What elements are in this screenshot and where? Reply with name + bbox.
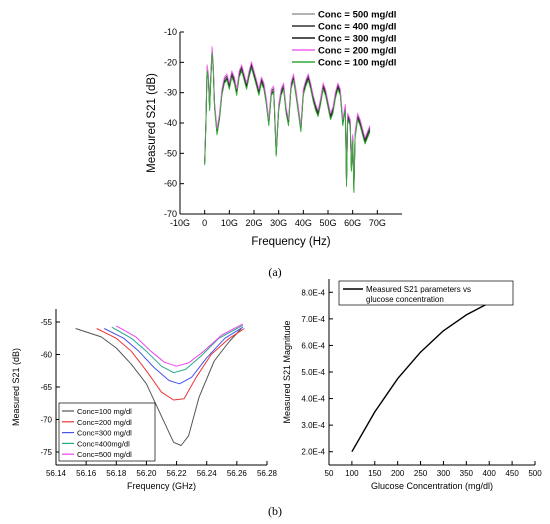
series-line-1 (351, 292, 513, 453)
legend-label-4: Conc = 200 mg/dl (318, 46, 396, 57)
y-tick-label: -50 (164, 148, 177, 158)
y-tick-label: -55 (40, 318, 52, 327)
series-line-3 (103, 326, 244, 385)
series-line-5 (204, 52, 371, 193)
x-tick-label: 20G (245, 218, 262, 228)
caption-a: (a) (268, 265, 281, 279)
y-tick-label: -70 (40, 416, 52, 425)
x-tick-label: 60G (344, 218, 361, 228)
x-tick-label: 56.14 (46, 469, 67, 478)
series-line-5 (116, 323, 244, 367)
x-tick-label: 250 (414, 469, 428, 478)
y-tick-label: 3.0E-4 (301, 421, 325, 430)
x-tick-label: 56.28 (257, 469, 278, 478)
legend-label-2: Conc=200 mg/dl (77, 418, 132, 427)
chart-b-left: -55 -60 -65 -70 -75 56.14 56.16 56.18 56.20 56.22… (11, 309, 278, 491)
y-tick-label: -10 (164, 27, 177, 37)
x-tick-label: 30G (270, 218, 287, 228)
y-axis-label: Measured S21 Magnitude (282, 320, 292, 423)
y-tick-label: 6.0E-4 (301, 341, 325, 350)
legend-label-3: Conc = 300 mg/dl (318, 34, 396, 45)
x-tick-label: 0 (202, 218, 207, 228)
x-tick-label: 56.16 (76, 469, 97, 478)
legend-label-line-2: glucose concentration (366, 295, 444, 304)
x-tick-label: -10G (170, 218, 190, 228)
chart-a: -10 -20 -30 -40 -50 -60 -70-10G 0 10G 20G 30G 40G 50… (146, 10, 402, 248)
x-tick-label: 300 (437, 469, 451, 478)
x-tick-label: 450 (505, 469, 519, 478)
x-tick-label: 50 (325, 469, 334, 478)
y-tick-label: -75 (40, 448, 52, 457)
x-axis-label: Frequency (GHz) (127, 481, 196, 491)
x-tick-label: 70G (369, 218, 386, 228)
legend-label-5: Conc = 100 mg/dl (318, 58, 396, 69)
x-tick-label: 500 (528, 469, 542, 478)
series-line-2 (96, 328, 245, 401)
x-tick-label: 350 (460, 469, 474, 478)
y-tick-label: 7.0E-4 (301, 315, 325, 324)
legend-label-line-1: Measured S21 parameters vs (366, 285, 471, 294)
x-tick-label: 150 (368, 469, 382, 478)
y-tick-label: 4.0E-4 (301, 395, 325, 404)
y-tick-label: -30 (164, 88, 177, 98)
legend-label-2: Conc = 400 mg/dl (318, 22, 396, 33)
x-axis-label: Glucose Concentration (mg/dl) (371, 481, 493, 491)
legend-label-1: Conc=100 mg/dl (77, 407, 132, 416)
x-tick-label: 400 (483, 469, 497, 478)
y-axis-label: Measured S21 (dB) (146, 73, 158, 173)
series-line-4 (111, 324, 244, 374)
x-tick-label: 56.22 (167, 469, 188, 478)
x-tick-label: 56.18 (106, 469, 127, 478)
y-tick-label: -65 (40, 383, 52, 392)
caption-b: (b) (268, 504, 282, 518)
y-tick-label: 8.0E-4 (301, 288, 325, 297)
legend-label-1: Conc = 500 mg/dl (318, 10, 396, 21)
x-tick-label: 56.20 (136, 469, 157, 478)
x-tick-label: 56.24 (197, 469, 218, 478)
y-tick-label: -60 (164, 179, 177, 189)
x-tick-label: 100 (345, 469, 359, 478)
legend-box (338, 280, 514, 306)
y-tick-label: -70 (164, 209, 177, 219)
y-tick-label: -60 (40, 351, 52, 360)
x-tick-label: 40G (295, 218, 312, 228)
x-tick-label: 56.26 (227, 469, 248, 478)
chart-b-right: 2.0E-4 3.0E-4 4.0E-4 5.0E-4 6.0E-4 7.0E-4 8.0E… (282, 279, 542, 491)
legend-box (58, 402, 156, 462)
y-tick-label: 5.0E-4 (301, 368, 325, 377)
legend-label-5: Conc=500 mg/dl (77, 450, 132, 459)
y-axis-label: Measured S21 (dB) (11, 348, 21, 426)
x-tick-label: 200 (391, 469, 405, 478)
x-tick-label: 50G (319, 218, 336, 228)
series-line-1 (75, 328, 242, 446)
y-tick-label: -40 (164, 118, 177, 128)
x-axis-label: Frequency (Hz) (251, 236, 330, 248)
y-tick-label: -20 (164, 57, 177, 67)
x-tick-label: 10G (221, 218, 238, 228)
y-tick-label: 2.0E-4 (301, 448, 325, 457)
legend-label-4: Conc=400mg/dl (77, 439, 130, 448)
legend-label-3: Conc=300 mg/dl (77, 429, 132, 438)
